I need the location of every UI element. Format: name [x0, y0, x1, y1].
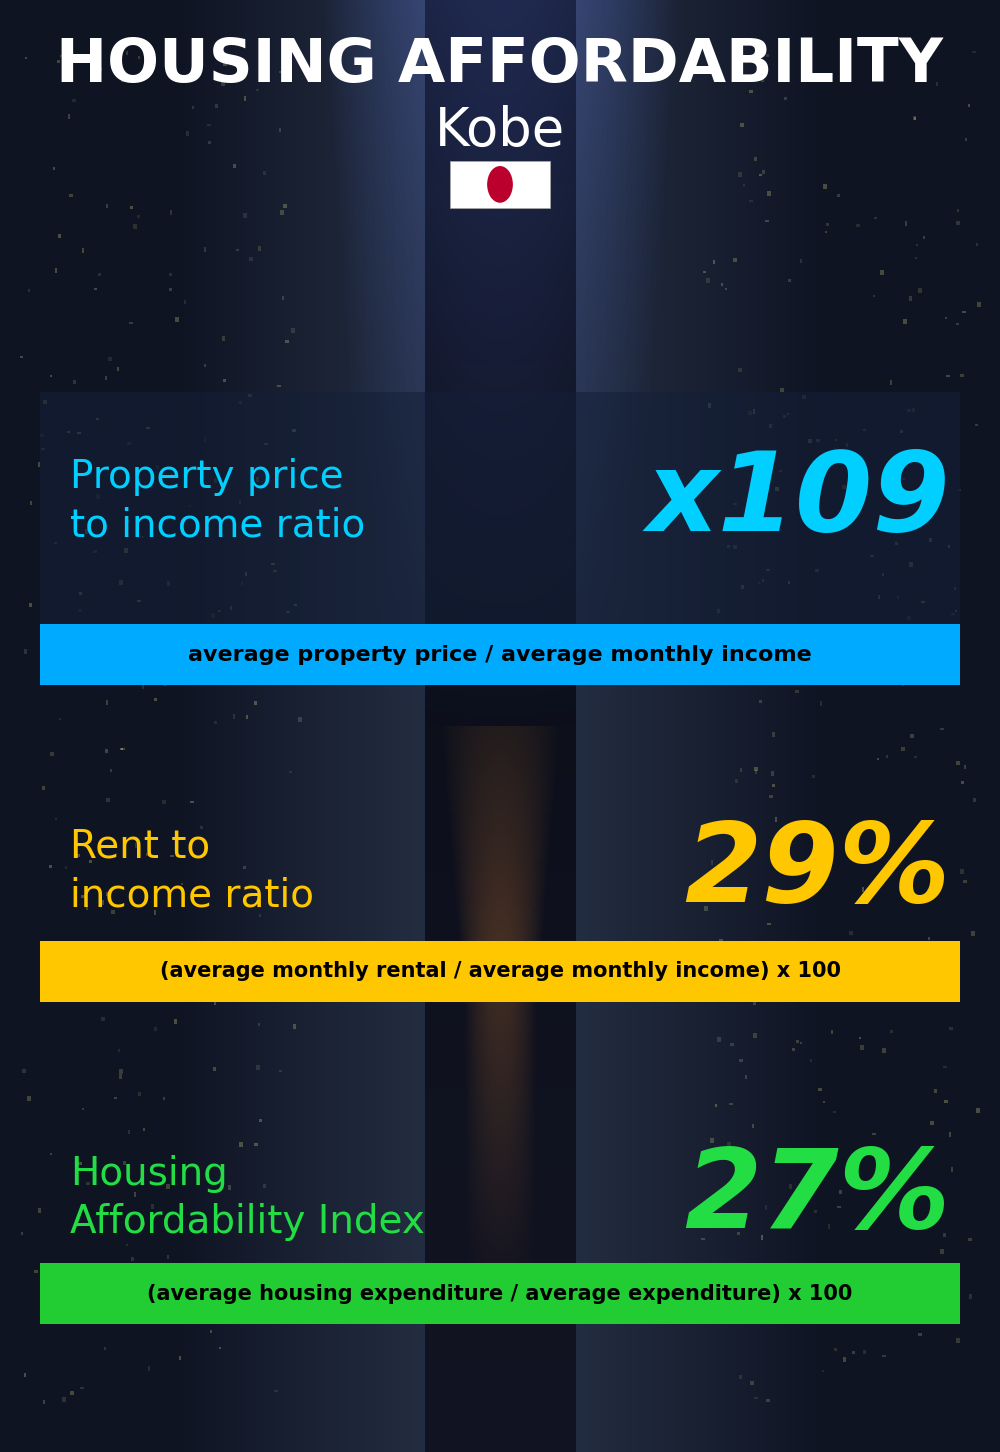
- Text: Housing
Affordability Index: Housing Affordability Index: [70, 1154, 425, 1241]
- FancyBboxPatch shape: [450, 161, 550, 208]
- FancyBboxPatch shape: [40, 1263, 960, 1324]
- Text: (average housing expenditure / average expenditure) x 100: (average housing expenditure / average e…: [147, 1284, 853, 1304]
- Text: (average monthly rental / average monthly income) x 100: (average monthly rental / average monthl…: [160, 961, 840, 982]
- Text: 27%: 27%: [684, 1144, 950, 1252]
- Text: Kobe: Kobe: [435, 105, 565, 157]
- Text: x109: x109: [646, 447, 950, 555]
- FancyBboxPatch shape: [40, 624, 960, 685]
- Text: Rent to
income ratio: Rent to income ratio: [70, 828, 314, 915]
- FancyBboxPatch shape: [40, 941, 960, 1002]
- Text: average property price / average monthly income: average property price / average monthly…: [188, 645, 812, 665]
- FancyBboxPatch shape: [40, 392, 960, 675]
- Text: Property price
to income ratio: Property price to income ratio: [70, 457, 365, 544]
- Circle shape: [488, 167, 512, 202]
- Text: HOUSING AFFORDABILITY: HOUSING AFFORDABILITY: [56, 36, 944, 94]
- Text: 29%: 29%: [684, 817, 950, 925]
